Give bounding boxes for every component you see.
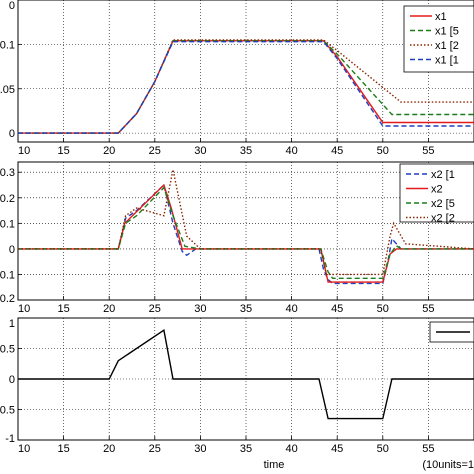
legend-label: x1 [2: [435, 40, 459, 52]
x-tick-label: 30: [194, 145, 206, 157]
legend-label: x2 [2: [431, 213, 455, 225]
x-tick-label: 20: [103, 443, 115, 455]
x-tick-label: 30: [194, 303, 206, 315]
x-tick-label: 10: [18, 303, 30, 315]
y-tick-label: 1: [9, 318, 15, 330]
x-tick-label: 15: [57, 303, 69, 315]
y-tick-label: -0.5: [0, 405, 15, 417]
x-tick-label: 50: [377, 443, 389, 455]
y-tick-label: 0: [9, 374, 15, 386]
y-tick-label: 0: [9, 0, 15, 12]
y-tick-label: 0.3: [0, 167, 15, 179]
series-line-3-1: [18, 329, 474, 420]
x-axis-label: time: [264, 459, 285, 471]
y-tick-label: 0.1: [0, 269, 15, 281]
x-tick-label: 10: [18, 443, 30, 455]
y-tick-label: 0.1: [0, 218, 15, 230]
x-tick-label: 30: [194, 443, 206, 455]
x-tick-label: 20: [103, 145, 115, 157]
x-tick-label: 50: [377, 303, 389, 315]
x-tick-label: 35: [240, 303, 252, 315]
x-tick-label: 45: [331, 303, 343, 315]
series-line-1-2: [18, 40, 474, 134]
legend-label: x2 [5: [431, 198, 455, 210]
x-tick-label: 15: [57, 145, 69, 157]
x-tick-label: 20: [103, 303, 115, 315]
y-tick-label: 0.5: [0, 344, 15, 356]
x-tick-label: 50: [377, 145, 389, 157]
legend-box: [399, 163, 474, 223]
legend-label: x2: [431, 184, 443, 196]
x-tick-label: 40: [285, 303, 297, 315]
x-tick-label: 15: [57, 443, 69, 455]
x-tick-label: 25: [149, 443, 161, 455]
x-axis-note: (10units=1: [422, 459, 474, 471]
x-tick-label: 35: [240, 443, 252, 455]
y-tick-label: 0.2: [0, 293, 15, 305]
x-tick-label: 40: [285, 145, 297, 157]
x-tick-label: 40: [285, 443, 297, 455]
series-line-2-4: [18, 169, 474, 276]
plot-area-1: [17, 0, 474, 143]
legend-label: x1: [435, 11, 447, 23]
legend-box: [403, 5, 474, 73]
series-line-2-3: [18, 186, 474, 279]
legend-label: x2 [1: [431, 169, 455, 181]
x-tick-label: 55: [422, 443, 434, 455]
y-tick-label: -1: [5, 433, 15, 445]
series-line-1-4: [18, 41, 474, 134]
legend-label: x1 [5: [435, 26, 459, 38]
x-tick-label: 35: [240, 145, 252, 157]
y-tick-label: 0: [9, 244, 15, 256]
x-tick-label: 45: [331, 443, 343, 455]
x-tick-label: 25: [149, 145, 161, 157]
y-tick-label: 0.1: [0, 39, 15, 51]
x-tick-label: 25: [149, 303, 161, 315]
x-tick-label: 55: [422, 303, 434, 315]
y-tick-label: 0.2: [0, 193, 15, 205]
x-tick-label: 45: [331, 145, 343, 157]
y-tick-label: 0: [9, 128, 15, 140]
x-tick-label: 55: [422, 145, 434, 157]
x-tick-label: 10: [18, 145, 30, 157]
series-line-1-3: [18, 39, 474, 134]
legend-label: x1 [1: [435, 55, 459, 67]
y-tick-label: .05: [0, 84, 15, 96]
